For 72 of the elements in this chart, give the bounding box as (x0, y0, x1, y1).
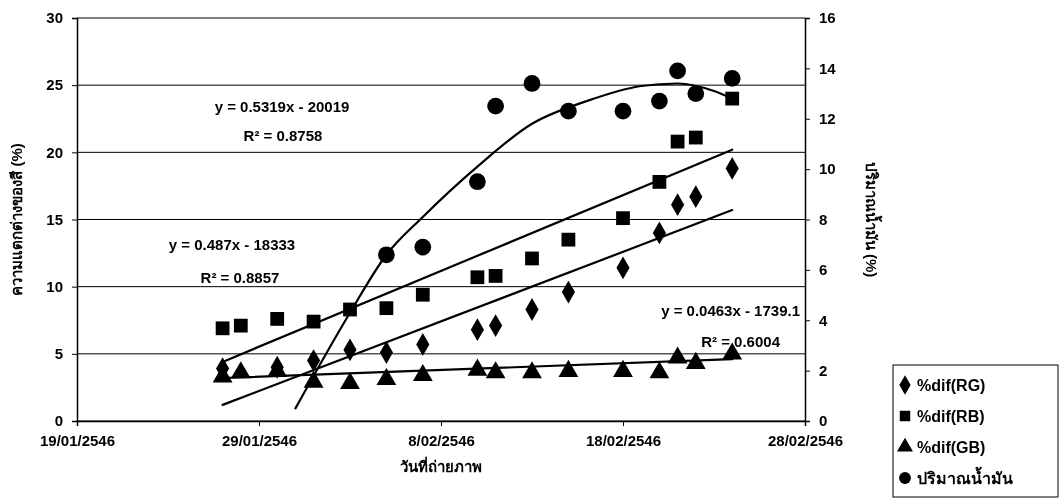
y-tick-label: 5 (54, 345, 63, 363)
point (233, 318, 248, 333)
point (414, 238, 432, 256)
point (376, 367, 397, 386)
point (522, 361, 542, 379)
point (651, 92, 668, 110)
point (379, 301, 394, 316)
y-tick-label: 30 (46, 9, 63, 27)
point (215, 321, 230, 336)
point (488, 269, 503, 283)
x-tick-label: 18/02/2546 (585, 431, 662, 449)
point (378, 246, 395, 264)
point (343, 302, 357, 317)
point (230, 361, 251, 379)
point (687, 85, 705, 102)
point (616, 211, 630, 226)
point (688, 130, 703, 145)
y2-tick-label: 4 (819, 311, 828, 329)
point (669, 62, 686, 80)
point (725, 91, 740, 106)
legend-label: %dif(RG) (917, 377, 986, 394)
point (412, 363, 433, 382)
y2-tick-label: 14 (819, 59, 837, 77)
y-tick-label: 25 (46, 76, 63, 94)
point (523, 75, 541, 92)
point (649, 361, 670, 379)
y-tick-label: 15 (46, 210, 63, 228)
y2-tick-label: 16 (819, 9, 836, 27)
point (613, 359, 633, 378)
annotation: R² = 0.6004 (701, 333, 781, 350)
y2-tick-label: 10 (819, 160, 836, 178)
point (525, 251, 539, 266)
y-tick-label: 10 (46, 277, 63, 295)
point (485, 361, 506, 379)
y-tick-label: 0 (54, 412, 63, 430)
point (469, 173, 486, 191)
point (652, 174, 667, 189)
y2-tick-label: 6 (819, 261, 828, 279)
point (667, 346, 688, 364)
point (340, 371, 360, 390)
annotation: R² = 0.8758 (243, 127, 323, 144)
annotation: y = 0.5319x - 20019 (214, 98, 350, 115)
point (560, 102, 577, 120)
y2-tick-label: 2 (819, 361, 828, 379)
annotation: R² = 0.8857 (200, 269, 280, 286)
point (415, 287, 430, 302)
point (561, 232, 576, 247)
legend-label: %dif(RB) (917, 408, 985, 425)
y-axis-title: ความแตกต่างของสี (%) (8, 143, 25, 296)
point (487, 97, 504, 115)
point (270, 312, 285, 326)
x-axis-title: วันที่ถ่ายภาพ (400, 456, 482, 475)
x-tick-label: 29/01/2546 (221, 431, 298, 449)
point (470, 270, 485, 285)
y-tick-label: 20 (46, 143, 63, 161)
y2-tick-label: 8 (819, 210, 828, 228)
legend-label: ปริมาณน้ำมัน (917, 466, 1013, 487)
point (467, 358, 488, 376)
y2-tick-label: 0 (819, 412, 828, 430)
point (723, 70, 741, 87)
x-tick-label: 19/01/2546 (39, 431, 116, 449)
x-tick-label: 8/02/2546 (408, 431, 475, 449)
point (303, 370, 324, 388)
point (685, 351, 706, 369)
x-tick-label: 28/02/2546 (767, 431, 844, 449)
y2-tick-label: 12 (819, 110, 836, 128)
annotation: y = 0.487x - 18333 (168, 236, 296, 253)
annotation: y = 0.0463x - 1739.1 (661, 302, 800, 319)
point (614, 102, 632, 120)
y2-axis-title: ปริมาณน้ำมัน (%) (863, 161, 883, 278)
point (558, 359, 579, 378)
legend-label: %dif(GB) (917, 439, 986, 456)
